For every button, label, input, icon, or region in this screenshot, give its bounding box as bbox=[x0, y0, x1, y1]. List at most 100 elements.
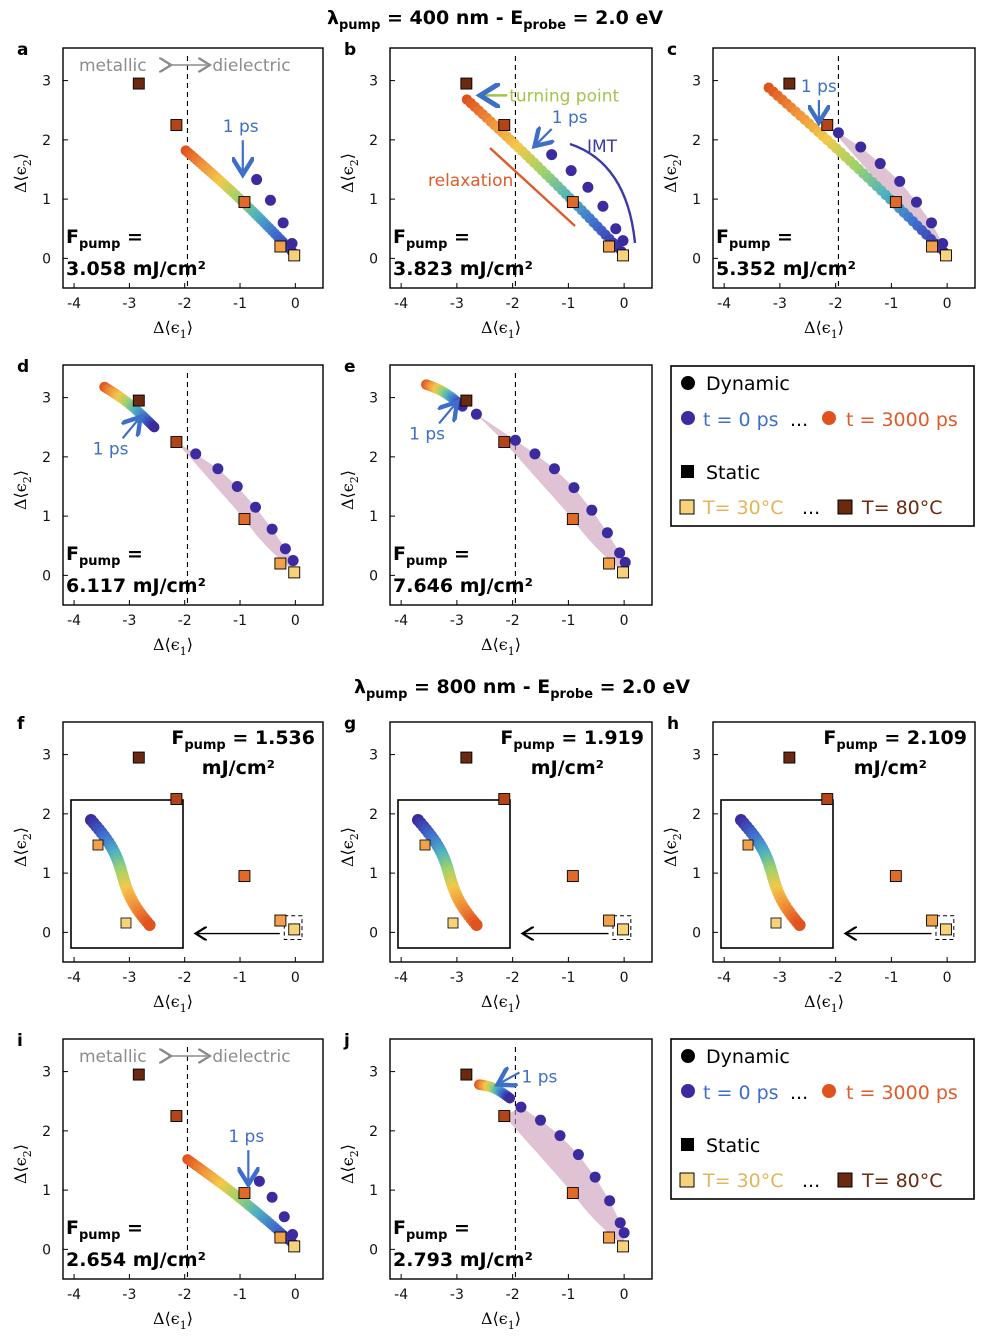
static-point bbox=[460, 1068, 473, 1081]
fluence-unit: mJ/cm² bbox=[202, 757, 275, 779]
static-point bbox=[274, 914, 287, 927]
dynamic-marker bbox=[266, 1191, 278, 1203]
y-axis-label: Δ⟨ϵ2⟩ bbox=[661, 153, 684, 193]
dynamic-marker bbox=[264, 194, 276, 206]
x-axis-label: Δ⟨ϵ1⟩ bbox=[153, 1309, 193, 1332]
inset-dynamic-point bbox=[470, 919, 483, 931]
y-tick-label: 1 bbox=[369, 192, 378, 208]
y-axis-label: Δ⟨ϵ2⟩ bbox=[338, 153, 361, 193]
y-axis-label: Δ⟨ϵ2⟩ bbox=[338, 470, 361, 510]
x-tick-label: -1 bbox=[233, 296, 247, 312]
dynamic-marker bbox=[614, 1217, 626, 1229]
dynamic-marker bbox=[287, 1229, 299, 1241]
dynamic-marker bbox=[190, 448, 202, 460]
inset-dynamic-point bbox=[143, 919, 156, 931]
y-tick-label: 1 bbox=[369, 509, 378, 525]
x-tick-label: -2 bbox=[178, 970, 192, 986]
x-tick-label: -3 bbox=[122, 970, 136, 986]
x-tick-label: -1 bbox=[233, 613, 247, 629]
x-tick-label: 0 bbox=[291, 1287, 300, 1303]
x-tick-label: -1 bbox=[233, 1287, 247, 1303]
panel-d: d -4 -3 -2 -1 0 0 1 2 3 Δ⟨ϵ1⟩ Δ⟨ϵ2⟩ Fpump = 6.117 mJ/… bbox=[11, 357, 324, 658]
y-tick-label: 0 bbox=[369, 925, 378, 941]
static-point bbox=[889, 870, 902, 883]
x-tick-label: -2 bbox=[178, 613, 192, 629]
dynamic-marker bbox=[589, 1171, 601, 1183]
fluence-value: 3.823 mJ/cm² bbox=[393, 258, 533, 280]
panel-j: j -4 -3 -2 -1 0 0 1 2 3 Δ⟨ϵ1⟩ Δ⟨ϵ2⟩ Fpump = 2.793 mJ/… bbox=[338, 1031, 653, 1332]
static-point bbox=[566, 513, 579, 526]
x-tick-label: -3 bbox=[122, 1287, 136, 1303]
dynamic-marker bbox=[568, 482, 580, 494]
static-point bbox=[274, 240, 287, 253]
fluence-region-shade bbox=[504, 1107, 625, 1247]
dielectric-label: dielectric bbox=[212, 1047, 290, 1067]
static-point bbox=[783, 751, 796, 764]
y-tick-label: 2 bbox=[42, 1124, 51, 1140]
static-point bbox=[498, 1110, 511, 1122]
y-tick-label: 0 bbox=[369, 568, 378, 584]
y-tick-label: 0 bbox=[369, 1242, 378, 1258]
static-point bbox=[783, 77, 796, 90]
panel-label: d bbox=[17, 357, 29, 377]
x-tick-label: -1 bbox=[884, 970, 898, 986]
one-ps-label: 1 ps bbox=[801, 77, 837, 97]
x-axis-label: Δ⟨ϵ1⟩ bbox=[804, 992, 844, 1015]
svg-text:...: ... bbox=[802, 497, 820, 519]
x-axis-label: Δ⟨ϵ1⟩ bbox=[481, 635, 521, 658]
y-tick-label: 3 bbox=[692, 74, 701, 90]
x-tick-label: -4 bbox=[67, 970, 81, 986]
svg-text:T= 80°C: T= 80°C bbox=[861, 1170, 943, 1192]
dynamic-marker bbox=[855, 141, 867, 153]
fluence-label: Fpump = 2.109 bbox=[823, 727, 967, 753]
inset-static-marker bbox=[770, 917, 782, 929]
x-tick-label: -4 bbox=[67, 296, 81, 312]
static-point bbox=[617, 566, 629, 579]
y-tick-label: 2 bbox=[42, 450, 51, 466]
x-tick-label: -3 bbox=[773, 970, 787, 986]
fluence-label: Fpump = bbox=[393, 543, 470, 569]
dynamic-marker bbox=[250, 501, 262, 513]
static-point bbox=[288, 1240, 301, 1253]
x-tick-label: -3 bbox=[450, 613, 464, 629]
x-tick-label: -2 bbox=[506, 613, 520, 629]
dynamic-marker bbox=[554, 1130, 566, 1142]
one-ps-arrow bbox=[123, 420, 138, 439]
x-tick-label: -3 bbox=[122, 613, 136, 629]
fluence-value: 6.117 mJ/cm² bbox=[66, 575, 206, 597]
static-point bbox=[603, 914, 616, 927]
inset-static-marker bbox=[419, 839, 431, 851]
static-point bbox=[132, 77, 145, 90]
x-tick-label: -4 bbox=[394, 296, 408, 312]
y-tick-label: 0 bbox=[42, 568, 51, 584]
dynamic-marker bbox=[251, 174, 263, 186]
dynamic-point bbox=[149, 422, 160, 433]
static-point bbox=[288, 923, 301, 936]
static-point bbox=[498, 793, 511, 805]
y-tick-label: 2 bbox=[692, 133, 701, 149]
imt-label: IMT bbox=[587, 137, 618, 157]
static-point bbox=[940, 923, 952, 936]
y-tick-label: 1 bbox=[42, 192, 51, 208]
relaxation-label: relaxation bbox=[428, 171, 513, 191]
panel-label: a bbox=[17, 40, 28, 60]
dynamic-marker bbox=[548, 463, 560, 475]
static-point bbox=[170, 436, 183, 448]
x-axis-label: Δ⟨ϵ1⟩ bbox=[481, 992, 521, 1015]
static-point bbox=[460, 751, 473, 764]
inset-static-marker bbox=[742, 839, 754, 851]
axes-box bbox=[712, 47, 976, 289]
static-point bbox=[617, 1240, 629, 1253]
dielectric-label: dielectric bbox=[212, 56, 290, 76]
svg-text:Dynamic: Dynamic bbox=[706, 1046, 790, 1068]
static-point bbox=[603, 1231, 616, 1244]
y-tick-label: 0 bbox=[692, 251, 701, 267]
x-tick-label: 0 bbox=[291, 613, 300, 629]
turning-point-label: turning point bbox=[509, 86, 619, 106]
static-point bbox=[566, 1187, 579, 1200]
x-tick-label: 0 bbox=[943, 296, 952, 312]
static-point bbox=[617, 249, 629, 262]
dynamic-marker bbox=[212, 463, 224, 475]
panel-label: f bbox=[17, 714, 25, 734]
